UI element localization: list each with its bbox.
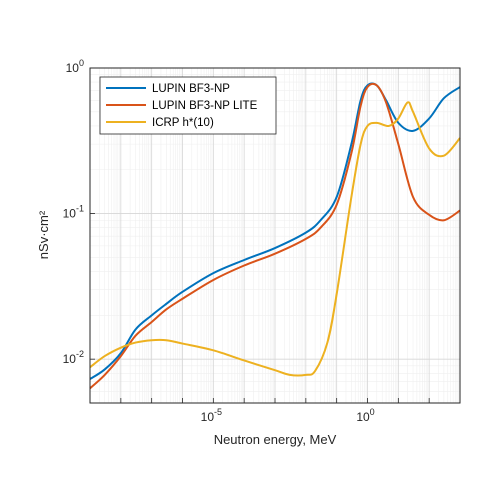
y-tick-label: 100 (66, 58, 84, 75)
y-tick-label: 10-1 (63, 204, 84, 221)
x-tick-label: 100 (356, 407, 374, 424)
legend-label-2: LUPIN BF3-NP LITE (152, 100, 258, 112)
series-layer (89, 82, 461, 390)
x-tick-label: 10-5 (201, 407, 222, 424)
tick-labels: 10-5 100 10-2 10-1 100 (63, 58, 375, 424)
series-line-1 (89, 82, 461, 380)
legend-label-3: ICRP h*(10) (152, 117, 214, 129)
series-line-2 (89, 82, 461, 390)
series-line-3 (89, 101, 461, 377)
legend-label-1: LUPIN BF3-NP (152, 83, 230, 95)
y-axis-label: nSv·cm² (36, 210, 51, 259)
x-axis-label: Neutron energy, MeV (214, 432, 337, 447)
y-tick-label: 10-2 (63, 349, 84, 366)
legend: LUPIN BF3-NP LUPIN BF3-NP LITE ICRP h*(10) (99, 76, 277, 135)
tick-marks (89, 67, 461, 403)
